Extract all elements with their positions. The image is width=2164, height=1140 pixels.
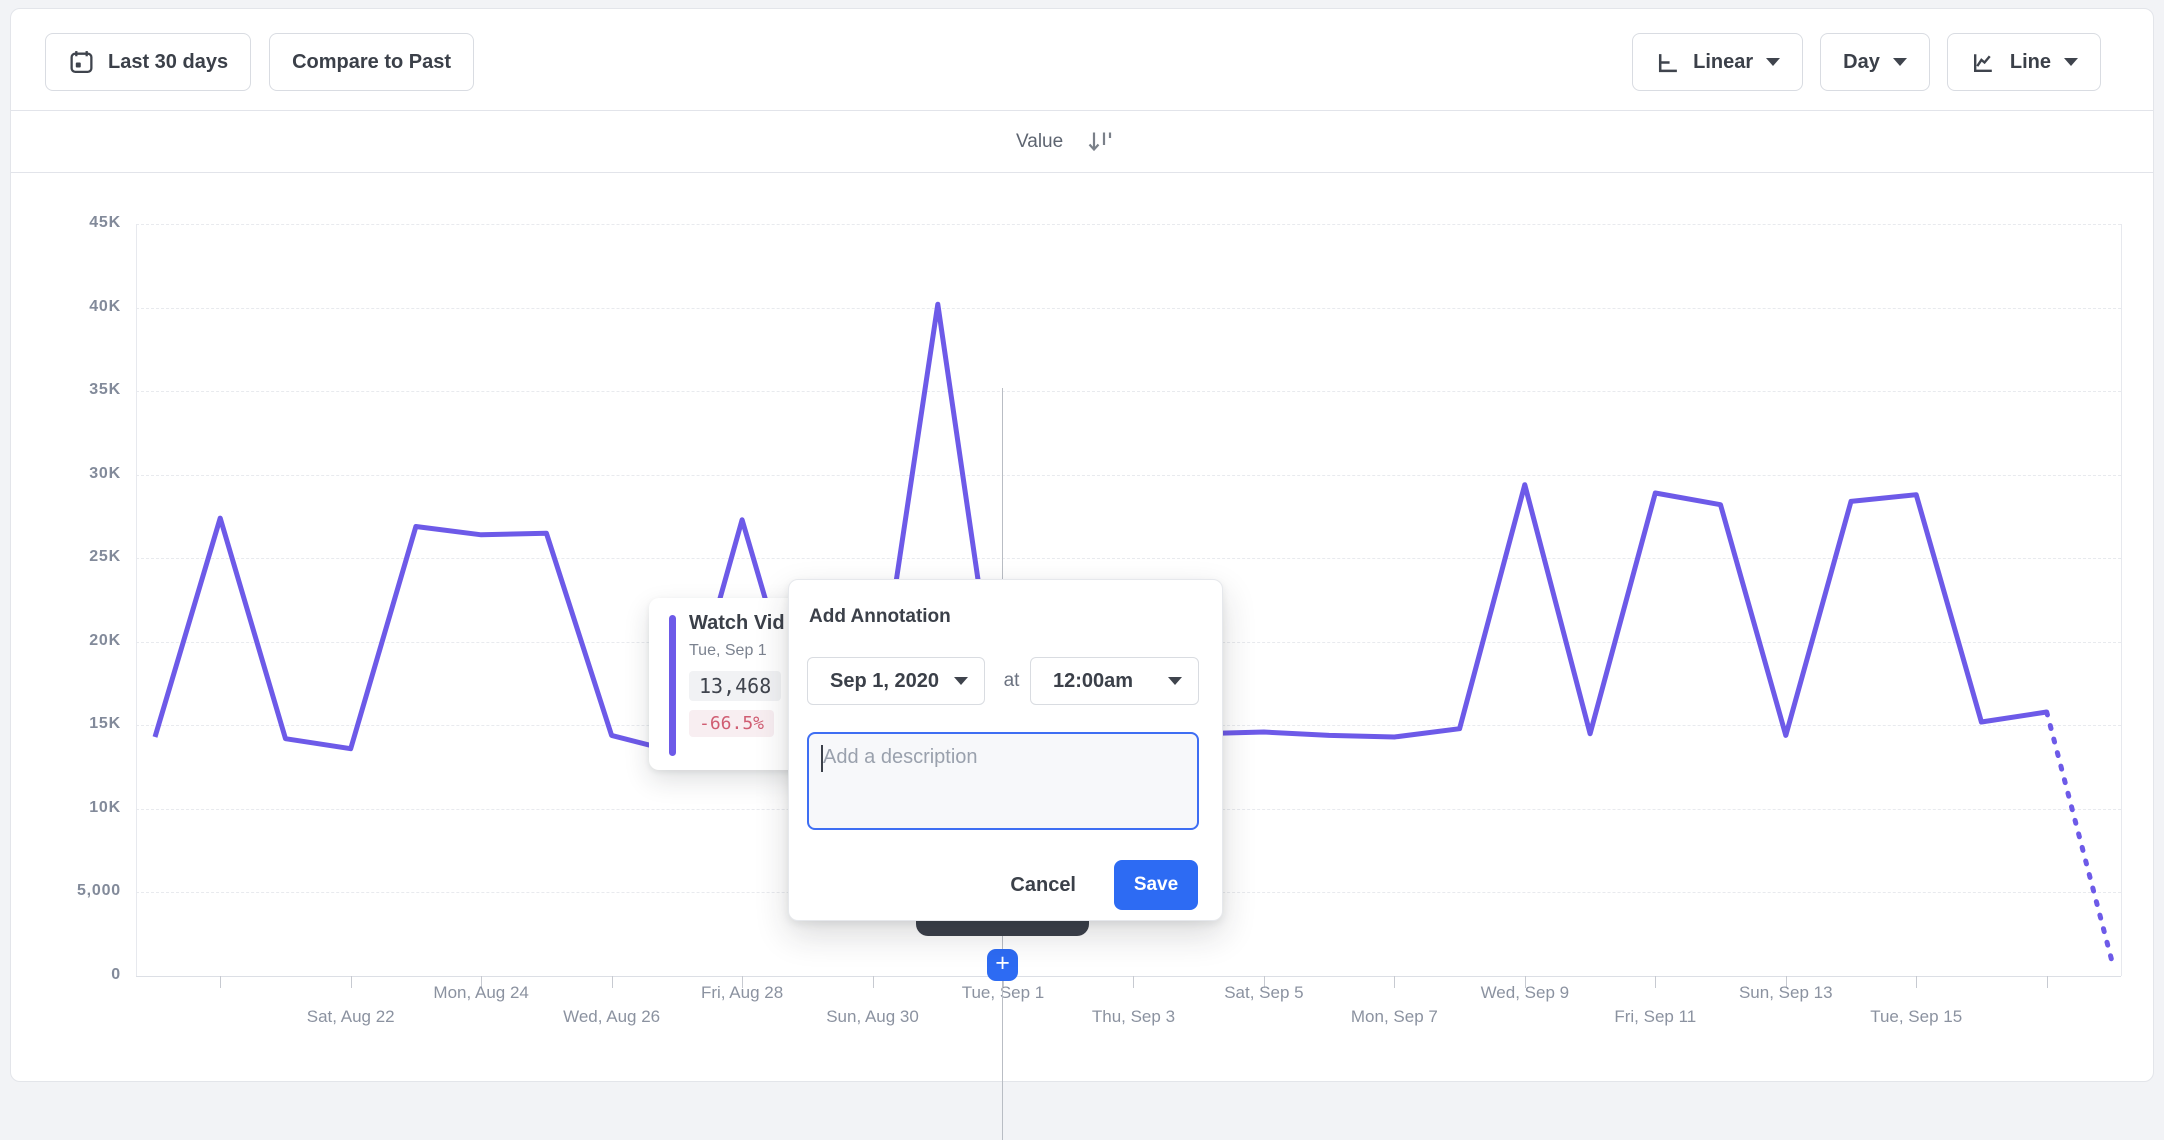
- scale-dropdown[interactable]: Linear: [1632, 33, 1804, 91]
- x-axis-label: Sat, Sep 5: [1224, 983, 1304, 1002]
- compare-label: Compare to Past: [292, 50, 452, 73]
- chart-plot-area: 45K 40K 35K 30K 25K 20K 15K 10K 5,000 0 Sat, Aug 2…: [11, 173, 2153, 1083]
- plot-left-border: [136, 224, 137, 976]
- x-axis-tick: [1002, 976, 1004, 988]
- report-card: Last 30 days Compare to Past Linear Day: [10, 8, 2154, 1140]
- x-axis-tick: [1785, 976, 1787, 988]
- scale-label: Linear: [1693, 50, 1754, 73]
- x-axis-tick: [611, 976, 613, 988]
- y-axis-label: 25K: [89, 548, 121, 566]
- y-gridline: [136, 474, 2121, 476]
- tooltip-value: 13,468: [689, 671, 782, 701]
- y-axis-label: 45K: [89, 214, 121, 231]
- y-gridline: [136, 558, 2121, 560]
- x-axis-label: Sun, Sep 13: [1738, 983, 1833, 1002]
- y-gridline: [136, 391, 2121, 393]
- toolbar-left: Last 30 days Compare to Past: [45, 33, 475, 91]
- save-button[interactable]: Save: [1114, 860, 1198, 910]
- value-header-row: Value: [11, 110, 2153, 173]
- add-annotation-plus-button[interactable]: +: [987, 949, 1018, 981]
- line-chart-icon: [1970, 50, 1997, 75]
- y-axis-label: 30K: [89, 464, 121, 482]
- modal-title: Add Annotation: [809, 606, 951, 627]
- calendar-icon: [68, 49, 95, 76]
- x-axis-label: Wed, Aug 26: [563, 1007, 661, 1026]
- series-line-dotted-segment: [2044, 709, 2115, 964]
- x-axis-label: Mon, Aug 24: [433, 983, 529, 1002]
- chart-type-dropdown[interactable]: Line: [1946, 33, 2101, 91]
- tooltip-date: Tue, Sep 1: [689, 642, 767, 659]
- text-cursor: [821, 745, 823, 772]
- x-axis-tick: [1133, 976, 1135, 988]
- x-axis-tick: [1655, 976, 1657, 988]
- x-axis-label: Fri, Sep 11: [1614, 1007, 1697, 1026]
- y-gridline: [136, 224, 2121, 225]
- annotation-time-select[interactable]: 12:00am: [1030, 657, 1199, 705]
- y-axis-label: 0: [111, 966, 121, 983]
- chevron-down-icon: [2064, 58, 2078, 66]
- chevron-down-icon: [954, 677, 968, 685]
- x-axis-tick: [1263, 976, 1265, 988]
- chevron-down-icon: [1766, 58, 1781, 66]
- cancel-button[interactable]: Cancel: [1010, 873, 1076, 896]
- x-axis-label: Tue, Sep 15: [1870, 1007, 1963, 1026]
- x-axis-label: Mon, Sep 7: [1350, 1007, 1438, 1026]
- x-axis-tick: [481, 976, 483, 988]
- tooltip-series-name: Watch Vid: [689, 612, 785, 634]
- x-axis-tick: [220, 976, 222, 988]
- granularity-dropdown[interactable]: Day: [1820, 33, 1930, 91]
- x-axis-tick: [2046, 976, 2048, 988]
- y-axis-label: 5,000: [76, 882, 121, 900]
- y-axis-label: 40K: [89, 297, 121, 315]
- x-axis-tick: [1916, 976, 1918, 988]
- sort-descending-icon[interactable]: [1087, 130, 1115, 154]
- x-axis-label: Sun, Aug 30: [826, 1007, 919, 1026]
- add-annotation-modal: Add Annotation Sep 1, 2020 at 12:00am Ca…: [788, 579, 1223, 921]
- y-gridline: [136, 976, 2121, 977]
- granularity-label: Day: [1843, 50, 1880, 73]
- tooltip-delta: -66.5%: [689, 710, 775, 737]
- date-range-label: Last 30 days: [108, 50, 229, 73]
- tooltip-series-accent-bar: [669, 615, 676, 756]
- x-axis-tick: [350, 976, 352, 988]
- x-axis-tick: [742, 976, 744, 988]
- y-gridline: [136, 307, 2121, 309]
- chart-type-label: Line: [2009, 50, 2051, 73]
- y-axis-label: 10K: [89, 798, 121, 816]
- x-axis-label: Sat, Aug 22: [306, 1007, 395, 1026]
- date-range-button[interactable]: Last 30 days: [45, 33, 252, 91]
- x-axis-tick: [872, 976, 874, 988]
- x-axis-tick: [1524, 976, 1526, 988]
- annotation-date-select[interactable]: Sep 1, 2020: [807, 657, 985, 705]
- y-axis-label: 15K: [89, 715, 121, 733]
- x-axis-tick: [1394, 976, 1396, 988]
- plot-right-border: [2121, 224, 2122, 976]
- annotation-time-value: 12:00am: [1053, 669, 1134, 692]
- value-column-label: Value: [1016, 130, 1064, 152]
- chevron-down-icon: [1892, 58, 1907, 66]
- compare-to-past-button[interactable]: Compare to Past: [269, 33, 475, 91]
- linear-scale-icon: [1655, 50, 1680, 75]
- annotation-description-input[interactable]: [807, 732, 1199, 830]
- x-axis-label: Fri, Aug 28: [700, 983, 784, 1002]
- annotation-date-value: Sep 1, 2020: [830, 669, 939, 692]
- x-axis-label: Wed, Sep 9: [1480, 983, 1570, 1002]
- x-axis-label: Thu, Sep 3: [1091, 1007, 1176, 1026]
- y-axis-label: 20K: [89, 631, 121, 649]
- chevron-down-icon: [1168, 677, 1182, 685]
- y-axis-label: 35K: [89, 381, 121, 399]
- toolbar-right: Linear Day Line: [1632, 33, 2101, 91]
- at-label: at: [1003, 670, 1020, 691]
